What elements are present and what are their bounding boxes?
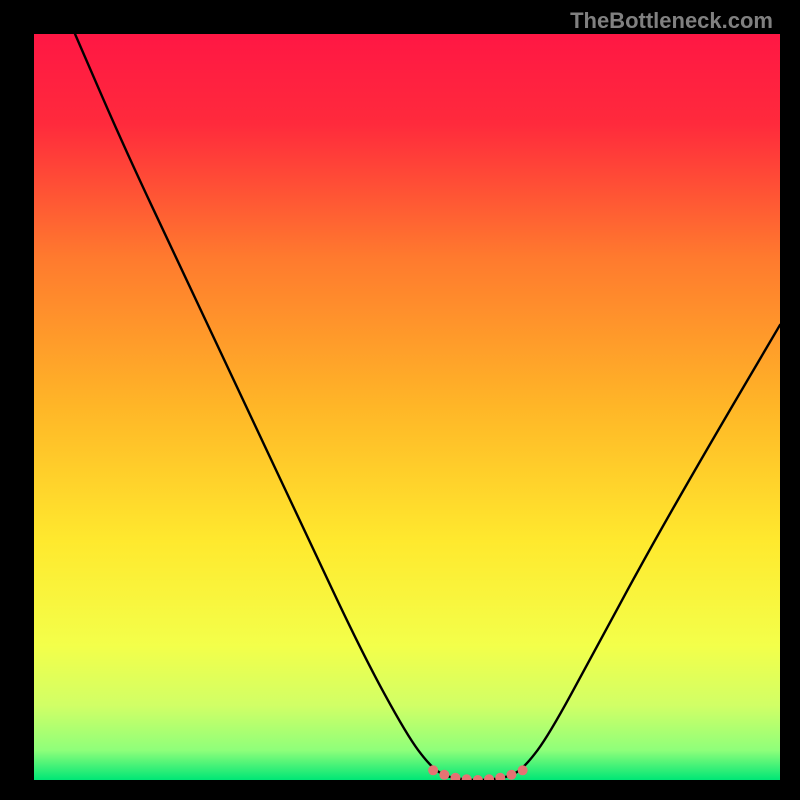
valley-marker	[484, 774, 494, 780]
bottleneck-curve	[75, 34, 780, 780]
chart-plot-area	[34, 34, 780, 780]
valley-marker	[518, 765, 528, 775]
valley-marker	[439, 770, 449, 780]
valley-marker	[428, 765, 438, 775]
chart-svg	[34, 34, 780, 780]
valley-marker	[495, 773, 505, 780]
valley-marker	[473, 775, 483, 780]
watermark-text: TheBottleneck.com	[570, 8, 773, 34]
valley-marker	[462, 774, 472, 780]
valley-marker	[506, 770, 516, 780]
valley-marker	[450, 773, 460, 780]
